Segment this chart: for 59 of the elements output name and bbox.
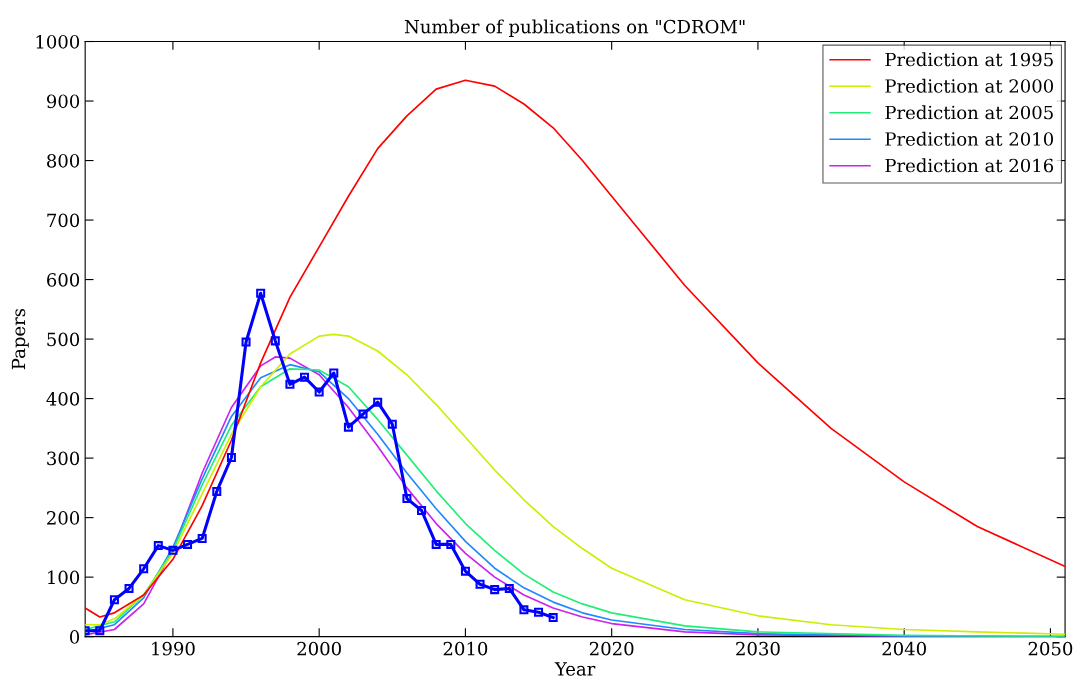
x-axis-title: Year (554, 662, 596, 676)
legend-label: Prediction at 1995 (885, 52, 1053, 67)
y-tick-label: 700 (47, 213, 80, 228)
legend-label: Prediction at 2010 (885, 131, 1054, 146)
y-tick-label: 400 (46, 392, 80, 406)
x-tick-label: 2050 (1028, 641, 1073, 656)
x-tick-label: 1990 (152, 641, 195, 656)
legend-label: Prediction at 2005 (885, 105, 1053, 120)
y-tick-label: 100 (48, 570, 80, 585)
point (475, 579, 485, 589)
point (300, 372, 310, 382)
point (95, 626, 105, 636)
point (519, 605, 529, 615)
point (226, 453, 236, 463)
legend-label: Prediction at 2016 (885, 158, 1054, 173)
point (241, 337, 251, 347)
chart-title: Number of publications on "CDROM" (404, 19, 745, 37)
point (256, 288, 266, 298)
point (183, 539, 193, 549)
x-tick-label: 2040 (882, 641, 926, 656)
y-tick-label: 900 (46, 94, 80, 109)
point (314, 387, 324, 397)
y-tick-label: 200 (47, 511, 80, 525)
point (139, 564, 149, 574)
legend-label: Prediction at 2000 (885, 78, 1054, 93)
point (548, 613, 558, 623)
x-tick-label: 2010 (443, 641, 488, 656)
point (387, 419, 397, 429)
point (504, 583, 514, 593)
point (109, 595, 119, 605)
point (373, 397, 383, 407)
x-tick-label: 2030 (736, 641, 780, 656)
y-tick-label: 1000 (36, 34, 80, 49)
point (285, 379, 295, 389)
point (534, 607, 544, 617)
y-axis-title: Papers (11, 308, 29, 370)
point (431, 539, 441, 549)
point (446, 539, 456, 549)
y-tick-label: 800 (47, 154, 80, 168)
point (124, 583, 134, 593)
point (402, 494, 412, 504)
point (168, 545, 178, 555)
y-tick-label: 300 (47, 451, 80, 466)
point (343, 422, 353, 432)
y-tick-label: 500 (47, 332, 80, 347)
point (460, 566, 470, 576)
line-series (85, 79, 1066, 618)
point (490, 585, 500, 595)
point (358, 409, 368, 419)
point (329, 368, 339, 378)
x-tick-label: 2000 (297, 641, 341, 656)
point (212, 486, 222, 496)
x-tick-label: 2020 (589, 641, 634, 656)
point (197, 533, 207, 543)
point (153, 541, 163, 551)
y-tick-label: 0 (70, 630, 80, 644)
y-tick-label: 600 (47, 273, 80, 287)
point (270, 336, 280, 346)
point (417, 505, 427, 515)
